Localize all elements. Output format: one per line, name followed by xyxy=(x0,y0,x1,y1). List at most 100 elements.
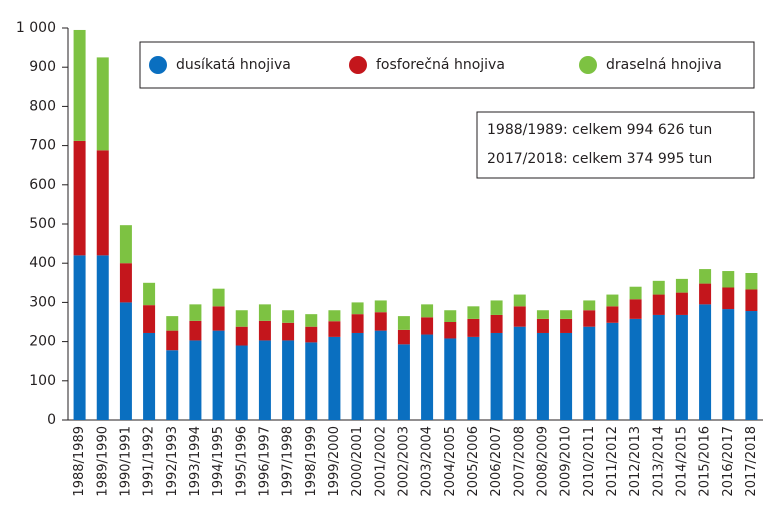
bar-segment xyxy=(722,309,735,420)
bar-segment xyxy=(96,57,109,151)
bar-segment xyxy=(606,306,619,323)
bar-segment xyxy=(143,332,156,420)
bar-segment xyxy=(73,29,86,141)
x-tick-label: 1989/1990 xyxy=(95,426,110,497)
bar-segment xyxy=(536,332,549,420)
x-tick-label: 2008/2009 xyxy=(535,426,550,497)
x-tick-label: 2009/2010 xyxy=(559,426,574,497)
bar-segment xyxy=(490,300,503,315)
bar-segment xyxy=(374,312,387,331)
bar-segment xyxy=(374,300,387,313)
y-tick-label: 200 xyxy=(29,334,56,350)
y-tick-label: 400 xyxy=(29,255,56,271)
x-tick-label: 1998/1999 xyxy=(304,426,319,497)
legend-marker xyxy=(149,56,167,74)
x-tick-label: 2001/2002 xyxy=(373,426,388,497)
bar-segment xyxy=(490,332,503,420)
bar-segment xyxy=(166,350,179,420)
bar-segment xyxy=(745,273,758,290)
bar-segment xyxy=(397,316,410,330)
bar-segment xyxy=(745,289,758,312)
x-tick-label: 2004/2005 xyxy=(443,426,458,497)
x-tick-label: 2017/2018 xyxy=(744,426,759,497)
bar-segment xyxy=(282,322,295,341)
bar-segment xyxy=(467,336,480,420)
bar-segment xyxy=(305,314,318,327)
x-tick-label: 1999/2000 xyxy=(327,426,342,497)
bar-segment xyxy=(258,340,271,420)
bar-segment xyxy=(397,344,410,420)
x-tick-label: 1994/1995 xyxy=(211,426,226,497)
annotation: 2017/2018: celkem 374 995 tun xyxy=(487,151,712,167)
legend-marker xyxy=(579,56,597,74)
bar-segment xyxy=(490,314,503,333)
bar-segment xyxy=(722,271,735,288)
legend-label: draselná hnojiva xyxy=(606,57,722,73)
x-tick-label: 2014/2015 xyxy=(674,426,689,497)
x-tick-label: 1990/1991 xyxy=(118,426,133,497)
bar-segment xyxy=(166,316,179,331)
y-tick-label: 900 xyxy=(29,59,56,75)
y-tick-label: 500 xyxy=(29,216,56,232)
bar-segment xyxy=(119,263,132,303)
bar-segment xyxy=(536,318,549,333)
bar-segment xyxy=(282,340,295,420)
bar-segment xyxy=(119,225,132,264)
bar-segment xyxy=(258,320,271,341)
bar-segment xyxy=(675,314,688,420)
legend-box xyxy=(139,41,755,89)
bar-segment xyxy=(374,330,387,420)
x-tick-label: 2011/2012 xyxy=(605,426,620,497)
bar-segment xyxy=(513,326,526,420)
bar-segment xyxy=(444,310,457,322)
bar-segment xyxy=(328,336,341,420)
bar-segment xyxy=(467,306,480,319)
bar-segment xyxy=(513,294,526,307)
bar-segment xyxy=(699,283,712,305)
x-tick-label: 2016/2017 xyxy=(721,426,736,497)
bar-segment xyxy=(351,302,364,315)
y-tick-label: 0 xyxy=(47,412,56,428)
bar-segment xyxy=(96,150,109,256)
x-tick-label: 2007/2008 xyxy=(512,426,527,497)
bar-segment xyxy=(652,280,665,295)
legend-marker xyxy=(349,56,367,74)
bar-segment xyxy=(606,294,619,307)
bar-segment xyxy=(699,304,712,420)
x-tick-label: 2000/2001 xyxy=(350,426,365,497)
bar-segment xyxy=(421,334,434,420)
bar-segment xyxy=(282,310,295,323)
bar-segment xyxy=(583,300,596,311)
bar-segment xyxy=(606,322,619,420)
y-tick-label: 300 xyxy=(29,294,56,310)
bar-segment xyxy=(166,330,179,351)
bar-segment xyxy=(73,255,86,420)
bar-segment xyxy=(235,326,248,346)
bar-segment xyxy=(351,332,364,420)
bar-segment xyxy=(212,306,225,331)
annotation-box xyxy=(476,111,755,179)
bar-segment xyxy=(421,304,434,318)
bar-segment xyxy=(536,310,549,319)
bar-segment xyxy=(351,314,364,333)
bar-segment xyxy=(328,310,341,322)
bar-segment xyxy=(652,314,665,420)
x-tick-label: 1997/1998 xyxy=(281,426,296,497)
bar-segment xyxy=(189,340,202,420)
bar-segment xyxy=(560,310,573,319)
legend-label: fosforečná hnojiva xyxy=(376,57,505,73)
x-tick-label: 2006/2007 xyxy=(489,426,504,497)
bar-segment xyxy=(699,269,712,284)
bar-segment xyxy=(328,321,341,337)
bar-segment xyxy=(652,294,665,315)
bar-segment xyxy=(305,326,318,343)
x-tick-label: 2010/2011 xyxy=(582,426,597,497)
y-tick-label: 700 xyxy=(29,138,56,154)
bar-segment xyxy=(397,329,410,345)
bar-segment xyxy=(583,310,596,327)
bar-segment xyxy=(629,299,642,319)
y-tick-label: 100 xyxy=(29,373,56,389)
bar-segment xyxy=(143,282,156,306)
x-tick-label: 2005/2006 xyxy=(466,426,481,497)
x-tick-label: 1996/1997 xyxy=(257,426,272,497)
